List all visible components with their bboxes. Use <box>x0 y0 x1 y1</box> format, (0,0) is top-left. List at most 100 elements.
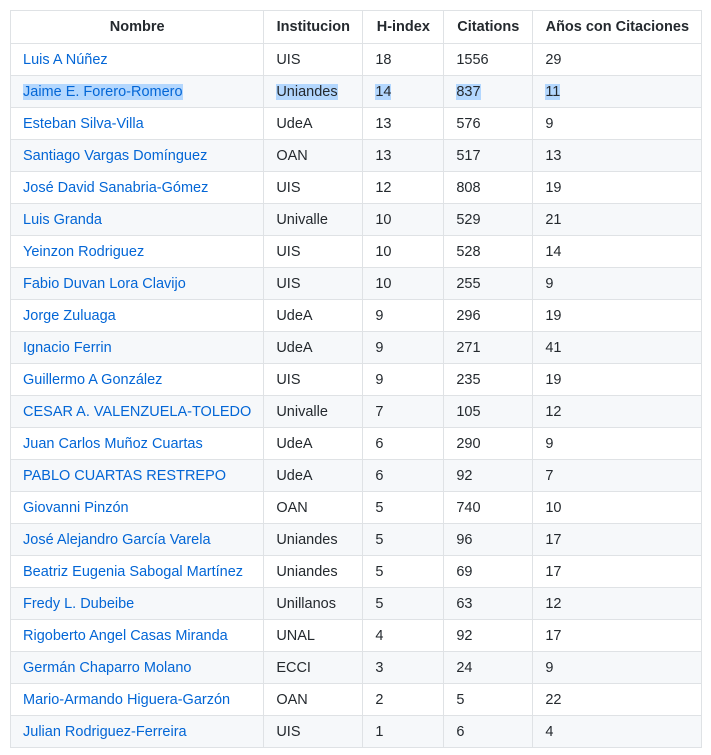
cell-h-index: 10 <box>362 235 445 268</box>
cell-anos-value: 19 <box>545 179 562 196</box>
cell-citations-value: 69 <box>456 563 473 580</box>
cell-h-index-value: 13 <box>375 147 392 164</box>
cell-institucion-value: UIS <box>276 371 301 388</box>
researcher-link[interactable]: Fredy L. Dubeibe <box>23 595 135 612</box>
cell-institucion: UIS <box>263 235 364 268</box>
researcher-link[interactable]: José Alejandro García Varela <box>23 531 211 548</box>
cell-h-index-value: 5 <box>375 595 384 612</box>
cell-h-index: 10 <box>362 267 445 300</box>
cell-citations: 24 <box>443 651 534 684</box>
researcher-link[interactable]: CESAR A. VALENZUELA-TOLEDO <box>23 403 252 420</box>
header-citations: Citations <box>443 10 534 44</box>
researcher-link[interactable]: Yeinzon Rodriguez <box>23 243 145 260</box>
cell-institucion: OAN <box>263 683 364 716</box>
cell-institucion: Uniandes <box>263 555 364 588</box>
header-institucion: Institucion <box>263 10 364 44</box>
researcher-link[interactable]: Luis A Núñez <box>23 51 108 68</box>
header-anos-con-citaciones: Años con Citaciones <box>532 10 703 44</box>
cell-institucion-value: ECCI <box>276 659 311 676</box>
cell-citations-value: 1556 <box>456 51 489 68</box>
researcher-link[interactable]: Fabio Duvan Lora Clavijo <box>23 275 186 292</box>
table-row: Fabio Duvan Lora Clavijo UIS 10 255 9 <box>9 267 703 300</box>
cell-h-index-value: 13 <box>375 115 392 132</box>
researcher-link[interactable]: Santiago Vargas Domínguez <box>23 147 208 164</box>
cell-institucion: UdeA <box>263 459 364 492</box>
cell-institucion-value: UdeA <box>276 435 313 452</box>
cell-citations: 528 <box>443 235 534 268</box>
researcher-link[interactable]: Luis Granda <box>23 211 102 228</box>
researcher-link[interactable]: Giovanni Pinzón <box>23 499 129 516</box>
researcher-link[interactable]: José David Sanabria-Gómez <box>23 179 209 196</box>
cell-anos-value: 9 <box>545 115 554 132</box>
cell-h-index: 3 <box>362 651 445 684</box>
cell-citations: 808 <box>443 171 534 204</box>
cell-h-index: 2 <box>362 683 445 716</box>
cell-anos: 9 <box>532 651 703 684</box>
cell-institucion: UIS <box>263 171 364 204</box>
table-row: Germán Chaparro Molano ECCI 3 24 9 <box>9 651 703 684</box>
cell-institucion: UdeA <box>263 427 364 460</box>
table-row: José Alejandro García Varela Uniandes 5 96 1… <box>9 523 703 556</box>
researcher-link[interactable]: Rigoberto Angel Casas Miranda <box>23 627 228 644</box>
table-row: Julian Rodriguez-Ferreira UIS 1 6 4 <box>9 715 703 748</box>
table-row: Jaime E. Forero-Romero Uniandes 14 837 11 <box>9 75 703 108</box>
cell-anos: 17 <box>532 555 703 588</box>
cell-h-index: 9 <box>362 363 445 396</box>
cell-citations: 576 <box>443 107 534 140</box>
researchers-table-container: Nombre Institucion H-index Citations Año… <box>9 10 703 748</box>
table-row: Ignacio Ferrin UdeA 9 271 41 <box>9 331 703 364</box>
cell-nombre: Rigoberto Angel Casas Miranda <box>9 619 265 652</box>
cell-h-index-value: 7 <box>375 403 384 420</box>
cell-h-index: 5 <box>362 555 445 588</box>
cell-nombre: Yeinzon Rodriguez <box>9 235 265 268</box>
cell-citations-value: 63 <box>456 595 473 612</box>
cell-anos: 7 <box>532 459 703 492</box>
cell-citations-value: 24 <box>456 659 473 676</box>
cell-institucion: UdeA <box>263 299 364 332</box>
cell-institucion-value: UdeA <box>276 307 313 324</box>
researcher-link[interactable]: Esteban Silva-Villa <box>23 115 144 132</box>
table-row: Fredy L. Dubeibe Unillanos 5 63 12 <box>9 587 703 620</box>
researcher-link[interactable]: Mario-Armando Higuera-Garzón <box>23 691 231 708</box>
cell-anos: 10 <box>532 491 703 524</box>
researcher-link[interactable]: Beatriz Eugenia Sabogal Martínez <box>23 563 244 580</box>
cell-h-index: 9 <box>362 299 445 332</box>
cell-h-index: 5 <box>362 587 445 620</box>
cell-citations: 290 <box>443 427 534 460</box>
cell-anos: 29 <box>532 43 703 76</box>
cell-h-index: 5 <box>362 491 445 524</box>
cell-citations: 255 <box>443 267 534 300</box>
cell-h-index: 4 <box>362 619 445 652</box>
cell-nombre: Santiago Vargas Domínguez <box>9 139 265 172</box>
researcher-link[interactable]: Juan Carlos Muñoz Cuartas <box>23 435 203 452</box>
cell-citations: 296 <box>443 299 534 332</box>
cell-anos: 19 <box>532 171 703 204</box>
researcher-link[interactable]: Guillermo A González <box>23 371 163 388</box>
cell-institucion: ECCI <box>263 651 364 684</box>
cell-h-index-value: 3 <box>375 659 384 676</box>
cell-institucion-value: UdeA <box>276 115 313 132</box>
researcher-link[interactable]: Jaime E. Forero-Romero <box>23 83 183 100</box>
cell-anos: 19 <box>532 299 703 332</box>
cell-anos-value: 19 <box>545 371 562 388</box>
researcher-link[interactable]: Jorge Zuluaga <box>23 307 116 324</box>
cell-nombre: CESAR A. VALENZUELA-TOLEDO <box>9 395 265 428</box>
researcher-link[interactable]: Julian Rodriguez-Ferreira <box>23 723 187 740</box>
cell-institucion: UIS <box>263 715 364 748</box>
cell-institucion: Uniandes <box>263 523 364 556</box>
cell-h-index-value: 10 <box>375 243 392 260</box>
cell-anos: 14 <box>532 235 703 268</box>
cell-h-index: 14 <box>362 75 445 108</box>
cell-citations-value: 6 <box>456 723 465 740</box>
researcher-link[interactable]: Germán Chaparro Molano <box>23 659 192 676</box>
cell-citations-value: 255 <box>456 275 481 292</box>
cell-citations-value: 96 <box>456 531 473 548</box>
cell-anos-value: 17 <box>545 627 562 644</box>
table-row: Santiago Vargas Domínguez OAN 13 517 13 <box>9 139 703 172</box>
cell-citations-value: 837 <box>456 83 481 100</box>
cell-institucion-value: UIS <box>276 275 301 292</box>
researcher-link[interactable]: PABLO CUARTAS RESTREPO <box>23 467 227 484</box>
researcher-link[interactable]: Ignacio Ferrin <box>23 339 112 356</box>
cell-anos-value: 41 <box>545 339 562 356</box>
cell-h-index-value: 6 <box>375 467 384 484</box>
